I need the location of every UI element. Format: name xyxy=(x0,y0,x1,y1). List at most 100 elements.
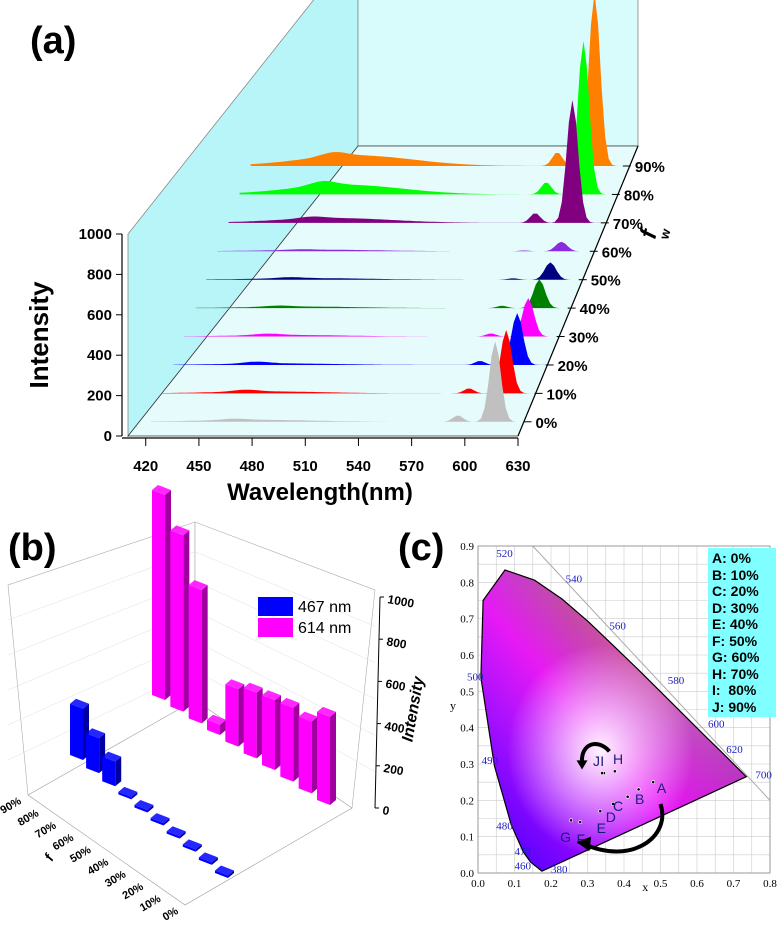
arrow-upper-head xyxy=(576,760,588,770)
bar-614nm-30pct xyxy=(262,695,275,770)
bar-467nm-50pct xyxy=(134,804,148,813)
cie-legend-entry: I: 80% xyxy=(712,682,757,698)
bar-614nm-70pct xyxy=(188,585,202,724)
fw-tick-label: 30% xyxy=(103,868,128,890)
bar-614nm-10pct xyxy=(298,716,312,794)
bar-467nm-0pct xyxy=(215,870,228,878)
cie-point-E xyxy=(598,809,603,814)
y-axis-title: Intensity xyxy=(24,281,54,388)
legend-swatch xyxy=(258,597,293,616)
cie-legend-entry: C: 20% xyxy=(712,583,759,599)
bar-614nm-90pct-top xyxy=(152,485,171,495)
spectrum-series-0pct xyxy=(151,341,524,422)
y-tick-label: 0.2 xyxy=(460,795,474,807)
bar-467nm-40pct-side xyxy=(163,818,170,826)
bar-467nm-40pct-top xyxy=(150,813,170,824)
bar-467nm-50pct-side xyxy=(147,804,154,813)
wavelength-label: 580 xyxy=(668,675,685,687)
x-tick-label: 600 xyxy=(452,458,477,475)
bar-467nm-60pct-side xyxy=(131,791,138,800)
bar-614nm-50pct-top xyxy=(225,679,245,690)
fw-tick-label: 70% xyxy=(613,216,643,233)
bar-614nm-80pct xyxy=(170,530,184,712)
fw-tick-label: 0% xyxy=(161,905,181,923)
bar-614nm-90pct-side xyxy=(165,490,171,700)
bar-467nm-70pct-top xyxy=(102,751,122,762)
cie-point-label-I: I xyxy=(600,753,604,769)
y-tick-label: 0.1 xyxy=(460,832,474,844)
x-tick-label: 510 xyxy=(293,458,318,475)
bar-467nm-30pct xyxy=(166,831,180,839)
fw-tick-label: 10% xyxy=(138,893,163,915)
fw-tick-label: 0% xyxy=(536,415,558,432)
x-axis-title: Wavelength(nm) xyxy=(227,479,413,506)
y-tick-label: 0.5 xyxy=(460,686,474,698)
cie-point-label-G: G xyxy=(560,829,571,845)
bar-614nm-50pct xyxy=(225,684,239,747)
cie-point-A xyxy=(651,780,656,785)
wavelength-label: 380 xyxy=(551,864,568,876)
wavelength-label: 480 xyxy=(496,820,513,832)
spectrum-series-60pct xyxy=(217,241,590,252)
cie-point-label-D: D xyxy=(606,809,616,825)
bar-614nm-40pct xyxy=(243,687,257,759)
wavelength-label: 620 xyxy=(726,744,743,756)
wavelength-label: 540 xyxy=(566,573,583,585)
y-tick-label: 200 xyxy=(87,388,112,405)
bar-467nm-10pct-side xyxy=(211,857,218,865)
bar-614nm-0pct-top xyxy=(317,706,336,717)
grid-line xyxy=(194,610,376,700)
bar-614nm-70pct-top xyxy=(188,580,208,591)
cie-legend-entry: H: 70% xyxy=(712,665,759,682)
wavelength-label: 520 xyxy=(496,548,513,560)
x-tick-label: 0.8 xyxy=(763,878,777,890)
panel-label-a: (a) xyxy=(30,20,76,62)
panel-label-c: (c) xyxy=(398,527,444,569)
bar-614nm-30pct-side xyxy=(275,695,281,770)
grid-line xyxy=(194,551,376,627)
bar-467nm-90pct xyxy=(70,703,83,760)
bar-614nm-0pct xyxy=(317,711,330,805)
wavelength-label: 500 xyxy=(467,671,484,683)
bar-614nm-80pct-side xyxy=(183,530,190,712)
fw-tick-label: 70% xyxy=(33,820,58,842)
fw-tick-label: 50% xyxy=(68,844,93,866)
x-tick-label: 570 xyxy=(399,458,424,475)
cie-point-label-F: F xyxy=(577,831,586,847)
bar-614nm-10pct-top xyxy=(298,711,318,722)
fw-tick-label: 60% xyxy=(51,832,76,854)
bar-467nm-60pct xyxy=(118,791,132,800)
bar-614nm-40pct-side xyxy=(256,687,263,759)
bar-614nm-20pct-top xyxy=(280,697,300,708)
z-tick-label: 400 xyxy=(383,719,405,736)
wavelength-label: 490 xyxy=(482,755,499,767)
bar-467nm-90pct-top xyxy=(70,698,89,709)
bar-467nm-80pct xyxy=(86,733,100,774)
bar-614nm-60pct xyxy=(207,719,220,735)
wavelength-label: 470 xyxy=(515,846,532,858)
spectrum-series-70pct xyxy=(228,100,601,223)
fw-tick-label: 20% xyxy=(121,881,146,903)
bar-614nm-20pct xyxy=(280,702,294,782)
cie-legend-entry: A: 0% xyxy=(712,550,751,566)
wavelength-label: 560 xyxy=(609,621,626,633)
cie-point-G xyxy=(569,818,573,823)
y-tick-label: 0.6 xyxy=(460,650,474,662)
cie-legend-entry: F: 50% xyxy=(712,632,758,649)
cie-point-F xyxy=(578,820,583,825)
cie-point-label-C: C xyxy=(613,798,623,814)
x-tick-label: 630 xyxy=(505,458,530,475)
cie-point-J xyxy=(600,771,605,775)
cie-locus-outline xyxy=(480,569,748,872)
y-tick-label: 0.7 xyxy=(460,614,474,626)
bar-467nm-40pct xyxy=(150,818,164,826)
bar-467nm-80pct-top xyxy=(86,728,106,739)
cie-point-label-B: B xyxy=(635,791,644,807)
cie-legend-entry: G: 60% xyxy=(712,649,760,665)
x-tick-label: 450 xyxy=(186,458,211,475)
fw-axis xyxy=(517,145,639,437)
bar-614nm-40pct-top xyxy=(243,682,263,693)
bar-614nm-90pct xyxy=(152,490,165,700)
panel-c-cie-diagram: 0.0 0.1 0.2 0.3 0.4 0.5 0.6 0.7 0.8 0.0 0.1 0.2 0.3 0… xyxy=(450,541,777,894)
